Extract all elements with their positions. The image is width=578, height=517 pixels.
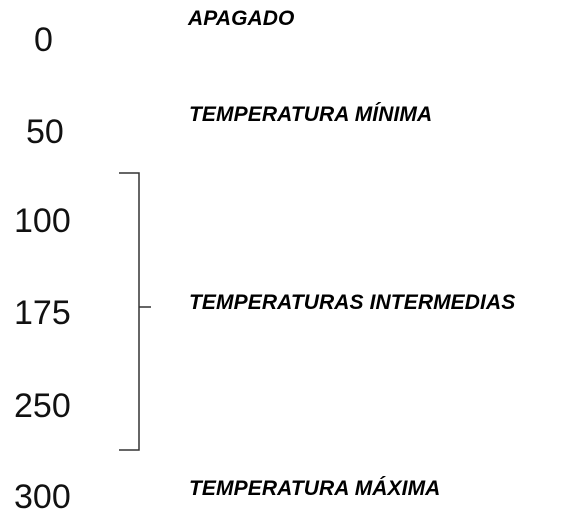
- label-max-temp: TEMPERATURA MÁXIMA: [189, 477, 441, 500]
- scale-value-0: 0: [34, 21, 53, 59]
- scale-value-100: 100: [14, 202, 71, 240]
- scale-value-250: 250: [14, 387, 71, 425]
- bracket-line: [119, 172, 140, 451]
- label-intermediate-temps: TEMPERATURAS INTERMEDIAS: [189, 291, 516, 314]
- label-off: APAGADO: [188, 7, 295, 30]
- scale-value-50: 50: [26, 113, 64, 151]
- scale-value-300: 300: [14, 478, 71, 516]
- scale-value-175: 175: [14, 294, 71, 332]
- label-min-temp: TEMPERATURA MÍNIMA: [189, 103, 433, 126]
